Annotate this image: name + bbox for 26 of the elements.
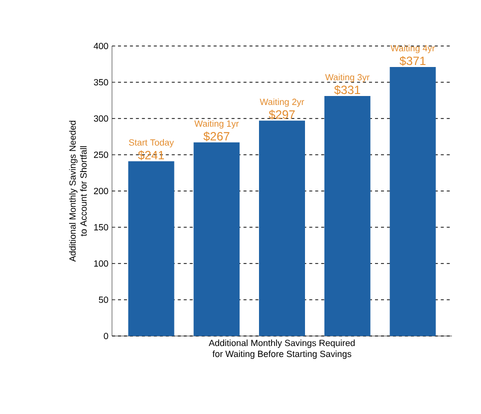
y-tick-label: 400 <box>94 42 108 50</box>
data-label: $331 <box>334 85 360 95</box>
data-label: $371 <box>400 56 426 66</box>
y-tick-label: 0 <box>104 332 108 340</box>
x-tick-label: Waiting 1yr <box>194 120 239 129</box>
x-tick-label: Waiting 3yr <box>325 74 370 82</box>
y-tick-label: 50 <box>98 296 108 303</box>
x-tick-label: Waiting 2yr <box>260 98 304 107</box>
data-label: $297 <box>268 110 295 120</box>
x-tick-label: Start Today <box>128 139 174 148</box>
y-tick-label: 200 <box>94 188 108 194</box>
data-label: $241 <box>138 150 164 160</box>
y-tick-label: 150 <box>94 224 108 230</box>
bar <box>194 142 240 336</box>
bar <box>128 161 174 336</box>
x-tick-label: Waiting 4yr <box>390 44 435 54</box>
bar <box>259 120 306 336</box>
x-axis-title: Additional Monthly Savings Required for Waiting Before Starting Savings <box>208 340 355 359</box>
y-tick-label: 350 <box>94 79 108 86</box>
y-tick-label: 300 <box>94 115 108 122</box>
bar <box>390 67 436 336</box>
y-axis-title: Additional Monthly Savings Needed to Account for Shortfall <box>69 120 87 262</box>
data-label: $267 <box>203 132 230 142</box>
y-tick-label: 250 <box>94 152 108 158</box>
bar <box>324 96 370 336</box>
y-tick-label: 100 <box>94 260 108 267</box>
